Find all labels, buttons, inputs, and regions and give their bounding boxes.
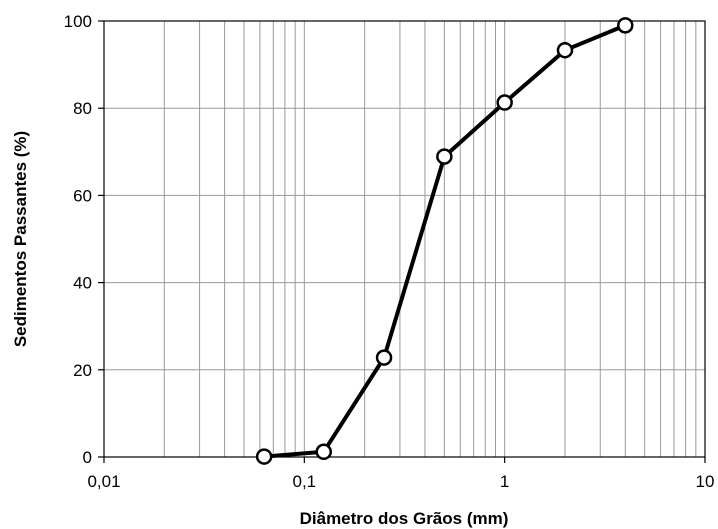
y-axis-ticks: 0 20 40 60 80 100 [64, 12, 104, 467]
series-group [255, 17, 634, 465]
x-tick-label: 1 [500, 472, 509, 491]
plot-frame [103, 20, 706, 458]
data-point [255, 448, 273, 465]
data-point [617, 17, 634, 34]
y-tick-label: 20 [73, 361, 92, 380]
data-point [496, 94, 513, 111]
x-tick-label: 0,01 [87, 472, 120, 491]
y-tick-label: 0 [83, 448, 92, 467]
x-tick-label: 0,1 [293, 472, 317, 491]
y-axis-title: Sedimentos Passantes (%) [11, 131, 30, 347]
y-tick-label: 80 [73, 99, 92, 118]
y-tick-label: 40 [73, 274, 92, 293]
x-axis-title: Diâmetro dos Grãos (mm) [300, 509, 509, 528]
x-axis-ticks: 0,01 0,1 1 10 [87, 457, 714, 491]
y-tick-label: 100 [64, 12, 92, 31]
data-point [375, 349, 393, 366]
grid [103, 20, 705, 458]
data-point [556, 41, 574, 59]
y-tick-label: 60 [73, 186, 92, 205]
data-point [315, 443, 332, 461]
data-point [436, 148, 453, 165]
x-tick-label: 10 [696, 472, 715, 491]
